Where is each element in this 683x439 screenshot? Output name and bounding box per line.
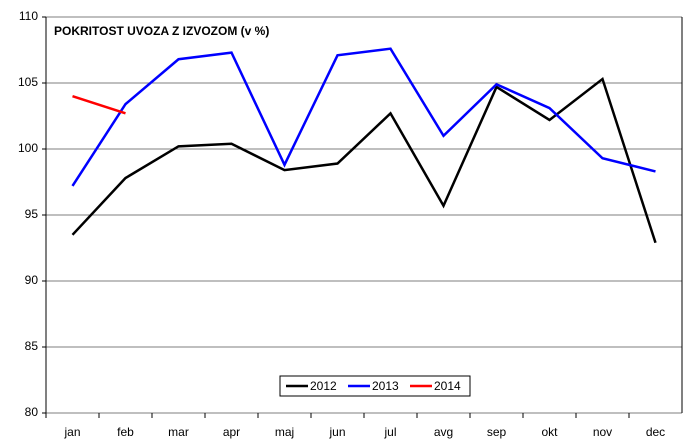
x-tick-label: dec (646, 425, 665, 439)
x-tick-label: apr (223, 425, 240, 439)
y-tick-label: 100 (18, 141, 38, 155)
y-tick-label: 110 (19, 9, 38, 23)
y-tick-label: 85 (25, 339, 39, 353)
y-tick-label: 105 (18, 75, 38, 89)
x-tick-label: jan (63, 425, 80, 439)
x-tick-label: feb (117, 425, 134, 439)
x-tick-label: nov (593, 425, 612, 439)
x-tick-label: jun (328, 425, 345, 439)
line-series (72, 95, 126, 115)
chart-title: POKRITOST UVOZA Z IZVOZOM (v %) (54, 24, 269, 38)
y-tick-label: 90 (25, 273, 39, 287)
y-tick-label: 95 (25, 207, 39, 221)
legend-box (279, 375, 471, 397)
legend-label: 2014 (434, 379, 461, 393)
x-tick-label: avg (434, 425, 453, 439)
line-series (71, 76, 657, 244)
x-tick-label: jul (383, 425, 396, 439)
y-tick-label: 80 (25, 405, 39, 419)
legend-label: 2013 (372, 379, 399, 393)
x-tick-label: sep (487, 425, 507, 439)
line-series (71, 47, 656, 187)
x-tick-label: okt (541, 425, 558, 439)
x-tick-label: mar (168, 425, 189, 439)
legend-label: 2012 (310, 379, 337, 393)
x-tick-label: maj (275, 425, 294, 439)
